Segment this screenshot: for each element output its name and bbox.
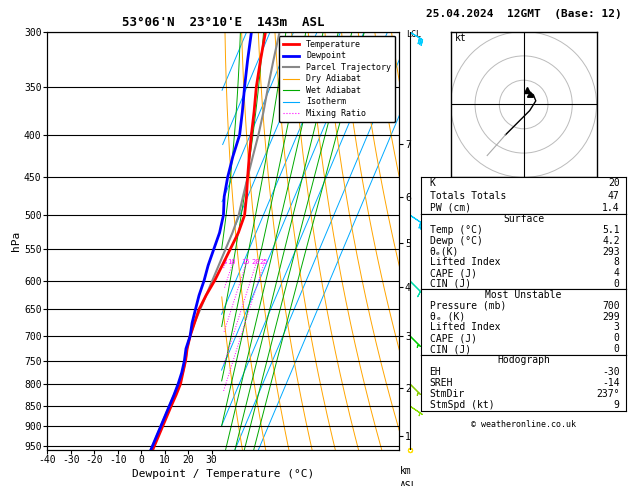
Text: CAPE (J): CAPE (J)	[430, 333, 477, 344]
Text: 700: 700	[602, 300, 620, 311]
Text: -30: -30	[602, 366, 620, 377]
Text: Temp (°C): Temp (°C)	[430, 225, 482, 235]
Text: 25: 25	[259, 260, 267, 265]
Text: Most Unstable: Most Unstable	[486, 290, 562, 300]
Text: kt: kt	[454, 34, 466, 43]
Text: ASL: ASL	[399, 481, 417, 486]
Text: 237°: 237°	[596, 389, 620, 399]
Text: 47: 47	[608, 191, 620, 201]
Text: Lifted Index: Lifted Index	[430, 322, 500, 332]
Text: 9: 9	[614, 400, 620, 410]
Text: Hodograph: Hodograph	[497, 355, 550, 365]
Text: SREH: SREH	[430, 378, 453, 388]
Text: 0: 0	[614, 344, 620, 354]
Text: 10: 10	[228, 260, 236, 265]
Text: km: km	[399, 466, 411, 476]
Text: CIN (J): CIN (J)	[430, 344, 470, 354]
Text: 8: 8	[614, 257, 620, 267]
Text: StmSpd (kt): StmSpd (kt)	[430, 400, 494, 410]
Text: StmDir: StmDir	[430, 389, 465, 399]
Text: θₑ (K): θₑ (K)	[430, 312, 465, 322]
Text: 299: 299	[602, 312, 620, 322]
Text: 3: 3	[614, 322, 620, 332]
Y-axis label: hPa: hPa	[11, 230, 21, 251]
Text: -14: -14	[602, 378, 620, 388]
Text: 25.04.2024  12GMT  (Base: 12): 25.04.2024 12GMT (Base: 12)	[426, 9, 621, 19]
Text: 0: 0	[614, 279, 620, 289]
Text: 15: 15	[242, 260, 250, 265]
Text: CIN (J): CIN (J)	[430, 279, 470, 289]
Text: 1.4: 1.4	[602, 203, 620, 213]
Text: 4.2: 4.2	[602, 236, 620, 246]
Text: K: K	[430, 178, 435, 189]
Text: Dewp (°C): Dewp (°C)	[430, 236, 482, 246]
Text: © weatheronline.co.uk: © weatheronline.co.uk	[471, 420, 576, 430]
Text: 0: 0	[614, 333, 620, 344]
Text: Mixing Ratio (g/kg): Mixing Ratio (g/kg)	[424, 193, 433, 288]
Text: Totals Totals: Totals Totals	[430, 191, 506, 201]
Text: 8: 8	[223, 260, 226, 265]
Text: 4: 4	[614, 268, 620, 278]
Text: PW (cm): PW (cm)	[430, 203, 470, 213]
Legend: Temperature, Dewpoint, Parcel Trajectory, Dry Adiabat, Wet Adiabat, Isotherm, Mi: Temperature, Dewpoint, Parcel Trajectory…	[279, 36, 395, 122]
Text: CAPE (J): CAPE (J)	[430, 268, 477, 278]
Text: Pressure (mb): Pressure (mb)	[430, 300, 506, 311]
Title: 53°06'N  23°10'E  143m  ASL: 53°06'N 23°10'E 143m ASL	[122, 16, 325, 29]
Text: EH: EH	[430, 366, 442, 377]
Text: 20: 20	[608, 178, 620, 189]
Text: 20: 20	[251, 260, 260, 265]
Text: Surface: Surface	[503, 214, 544, 224]
Text: 5.1: 5.1	[602, 225, 620, 235]
Text: LCL: LCL	[406, 30, 421, 38]
X-axis label: Dewpoint / Temperature (°C): Dewpoint / Temperature (°C)	[132, 469, 314, 479]
Text: θₑ(K): θₑ(K)	[430, 246, 459, 257]
Text: 293: 293	[602, 246, 620, 257]
Text: Lifted Index: Lifted Index	[430, 257, 500, 267]
